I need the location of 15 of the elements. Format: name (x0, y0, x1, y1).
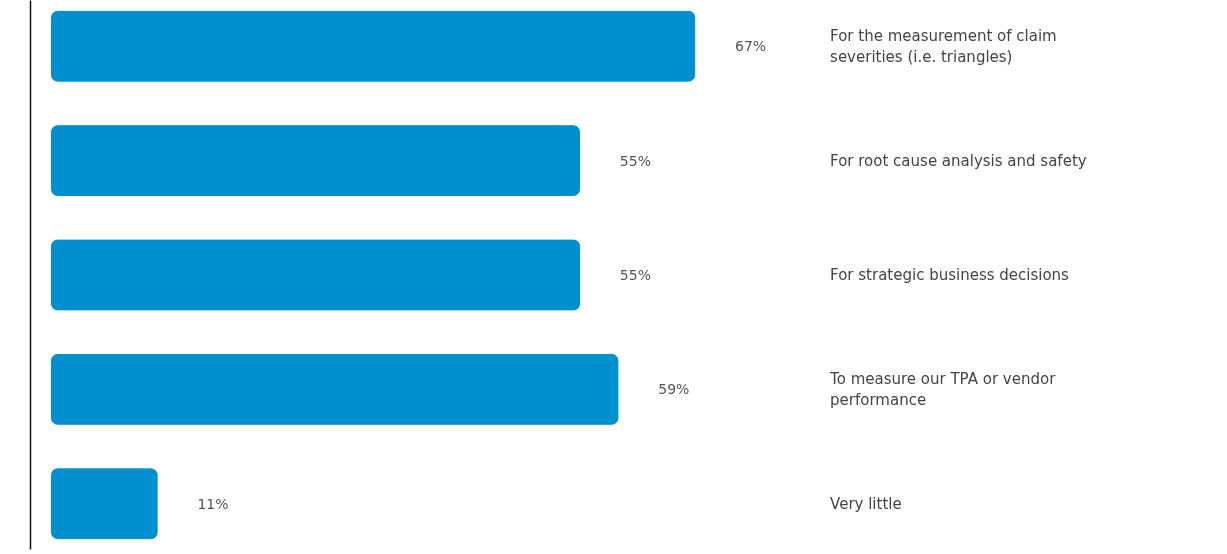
y-tick-label: To measure our TPA or vendor performance (829, 370, 1057, 409)
y-tick-label: For strategic business decisions (830, 266, 1070, 284)
y-tick-label: For the measurement of claim severities (i.e. triangles) (830, 26, 1057, 66)
data-label: 67% (735, 38, 767, 55)
data-label: 55% (619, 267, 651, 283)
bar (51, 239, 581, 311)
y-tick-label: For root cause analysis and safety (830, 151, 1087, 170)
bar (51, 125, 581, 197)
data-label: 59% (658, 381, 690, 398)
data-label: 11% (197, 495, 229, 512)
bar (51, 10, 696, 82)
data-label: 55% (619, 152, 651, 169)
bar (51, 468, 158, 540)
bar (51, 353, 619, 425)
y-tick-label: Very little (830, 494, 902, 513)
